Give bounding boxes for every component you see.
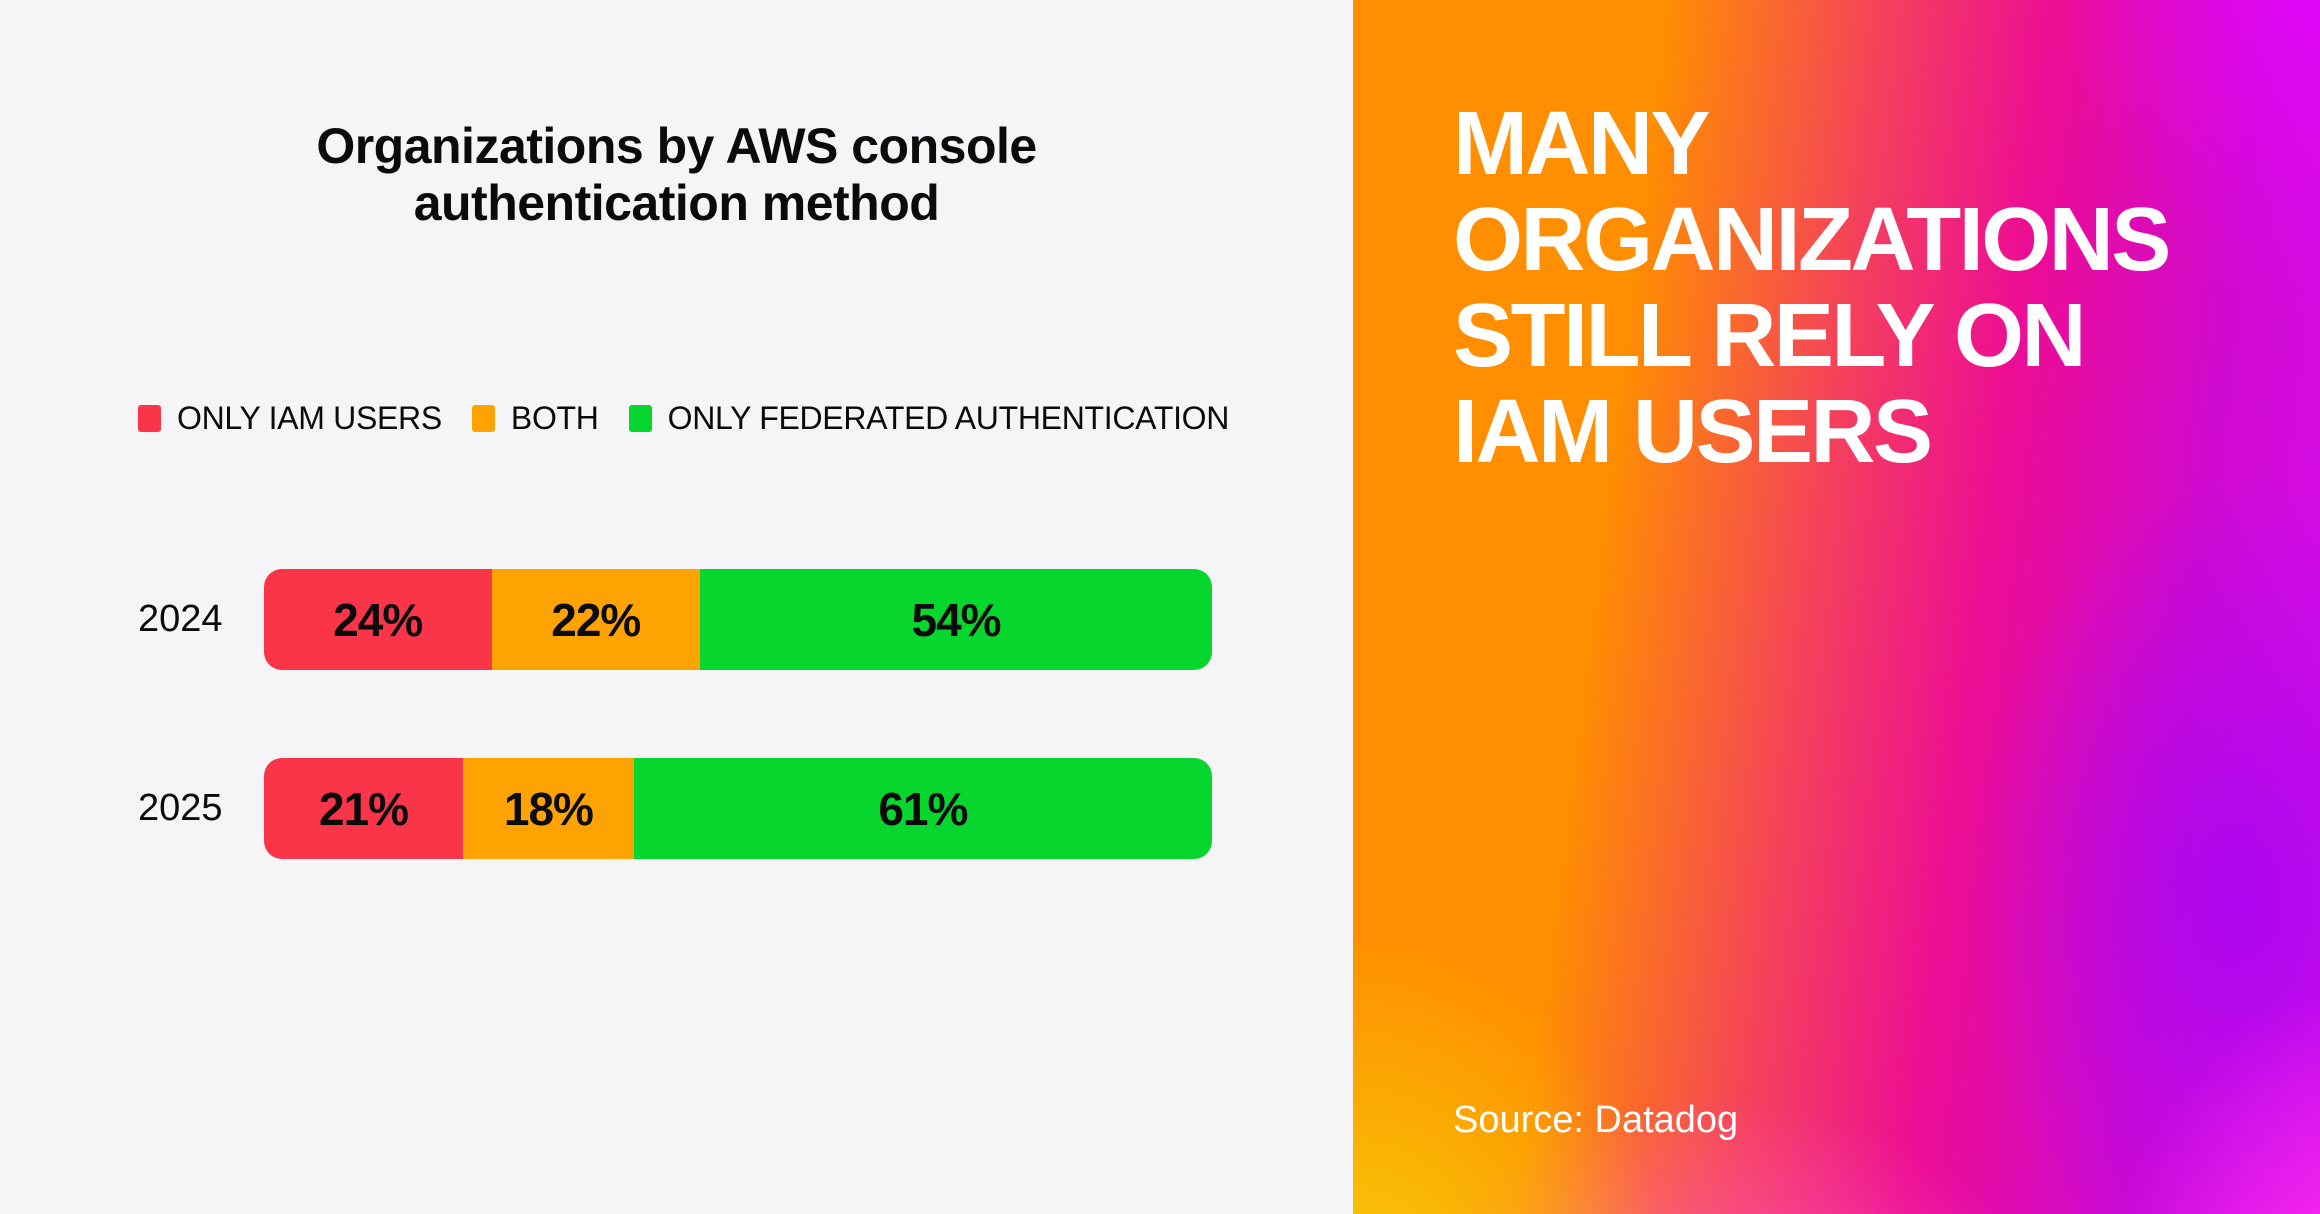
headline-line-2: ORGANIZATIONS bbox=[1453, 190, 2171, 290]
bar-chart: 2024 24% 22% 54% 2025 21% 18% 61% bbox=[138, 569, 1212, 859]
segment-value-label: 22% bbox=[551, 593, 641, 646]
headline: MANY ORGANIZATIONS STILL RELY ON IAM USE… bbox=[1453, 96, 2260, 480]
bar-row: 2025 21% 18% 61% bbox=[138, 758, 1212, 859]
chart-title-line-1: Organizations by AWS console bbox=[316, 118, 1037, 174]
legend-swatch-icon bbox=[138, 405, 161, 432]
legend-label: ONLY IAM USERS bbox=[177, 400, 442, 436]
stacked-bar: 24% 22% 54% bbox=[264, 569, 1212, 670]
chart-title-line-2: authentication method bbox=[413, 175, 940, 231]
bar-segment: 22% bbox=[491, 569, 701, 670]
headline-line-1: MANY bbox=[1453, 94, 1711, 194]
legend-item: BOTH bbox=[471, 400, 599, 437]
legend: ONLY IAM USERS BOTH ONLY FEDERATED AUTHENT… bbox=[138, 400, 1229, 437]
bar-segment: 61% bbox=[633, 758, 1212, 859]
bar-row: 2024 24% 22% 54% bbox=[138, 569, 1212, 670]
legend-label: BOTH bbox=[510, 400, 599, 436]
chart-panel: Organizations by AWS console authenticat… bbox=[0, 118, 1353, 859]
legend-swatch-icon bbox=[628, 405, 652, 432]
segment-value-label: 21% bbox=[319, 782, 409, 835]
legend-label: ONLY FEDERATED AUTHENTICATION bbox=[667, 400, 1230, 436]
headline-line-3: STILL RELY ON bbox=[1453, 286, 2087, 386]
year-label: 2025 bbox=[138, 787, 223, 829]
segment-value-label: 18% bbox=[503, 782, 594, 835]
bar-segment: 54% bbox=[700, 569, 1212, 670]
headline-line-4: IAM USERS bbox=[1453, 382, 1933, 482]
year-label: 2024 bbox=[138, 598, 223, 640]
source-text: Source: Datadog bbox=[1453, 1099, 1739, 1141]
segment-value-label: 61% bbox=[878, 782, 968, 835]
bar-segment: 21% bbox=[264, 758, 464, 859]
stacked-bar: 21% 18% 61% bbox=[264, 758, 1212, 859]
segment-value-label: 54% bbox=[911, 593, 1002, 646]
highlight-panel: MANY ORGANIZATIONS STILL RELY ON IAM USE… bbox=[1353, 0, 2320, 1214]
legend-swatch-icon bbox=[471, 405, 495, 432]
bar-segment: 24% bbox=[264, 569, 492, 670]
chart-title: Organizations by AWS console authenticat… bbox=[0, 118, 1353, 232]
legend-item: ONLY FEDERATED AUTHENTICATION bbox=[628, 400, 1230, 437]
legend-item: ONLY IAM USERS bbox=[138, 400, 442, 437]
segment-value-label: 24% bbox=[333, 593, 423, 646]
bar-segment: 18% bbox=[463, 758, 634, 859]
